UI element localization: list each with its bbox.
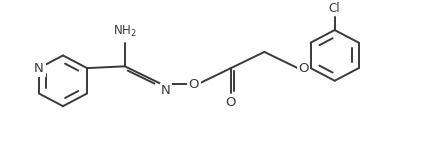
Text: N: N — [34, 62, 44, 75]
Text: O: O — [299, 62, 309, 75]
Text: O: O — [189, 78, 199, 91]
Text: O: O — [225, 96, 235, 109]
Text: Cl: Cl — [329, 2, 341, 15]
Text: N: N — [161, 84, 171, 97]
Text: NH$_2$: NH$_2$ — [113, 24, 137, 39]
